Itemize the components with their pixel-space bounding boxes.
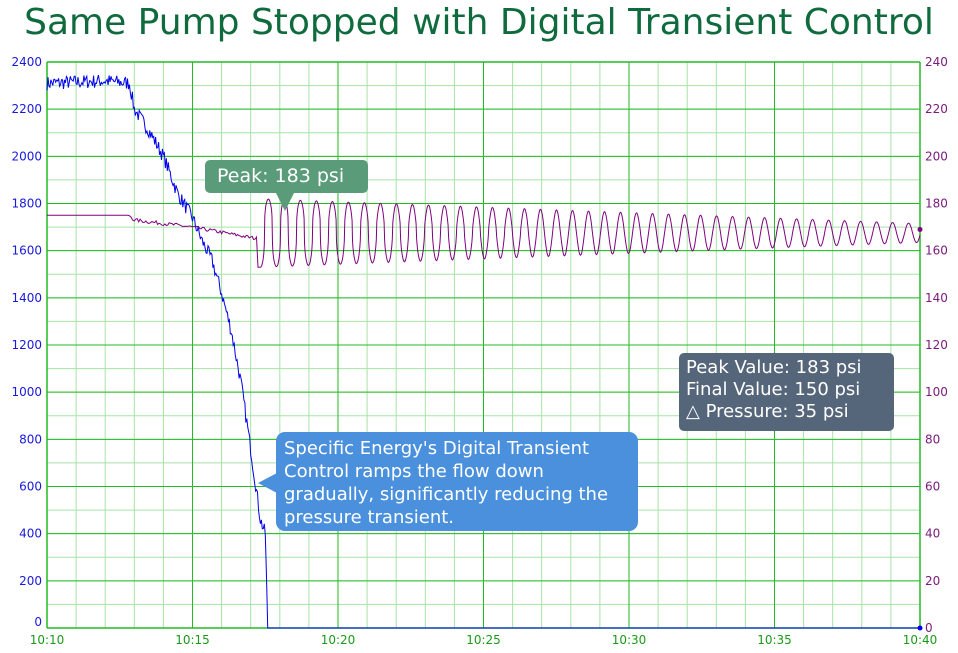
- y-left-tick-label: 400: [19, 527, 42, 541]
- peak-callout: Peak: 183 psi: [205, 160, 368, 193]
- y-right-tick-label: 220: [925, 102, 948, 116]
- y-left-tick-label: 1000: [11, 385, 42, 399]
- y-left-tick-label: 2200: [11, 102, 42, 116]
- pressure-series-end-marker: [917, 226, 923, 232]
- y-left-tick-label: 2000: [11, 149, 42, 163]
- y-right-tick-label: 180: [925, 197, 948, 211]
- chart-title: Same Pump Stopped with Digital Transient…: [24, 2, 934, 43]
- x-tick-label: 10:40: [903, 633, 938, 647]
- x-tick-label: 10:20: [321, 633, 356, 647]
- chart-grid: [46, 61, 921, 629]
- y-left-tick-label: 1800: [11, 197, 42, 211]
- x-tick-label: 10:30: [612, 633, 647, 647]
- y-left-tick-label: 800: [19, 432, 42, 446]
- y-right-tick-label: 0: [925, 621, 933, 635]
- y-left-tick-label: 200: [19, 574, 42, 588]
- y-right-tick-label: 20: [925, 574, 940, 588]
- stats-delta-pressure: △ Pressure: 35 psi: [686, 401, 849, 422]
- x-tick-label: 10:15: [175, 633, 210, 647]
- y-right-tick-label: 80: [925, 432, 940, 446]
- x-tick-label: 10:25: [466, 633, 501, 647]
- energy-callout-pointer: [258, 473, 277, 493]
- y-right-tick-label: 200: [925, 149, 948, 163]
- y-left-tick-label: 2400: [11, 55, 42, 69]
- chart-ticks: 0200400600800100012001400160018002000220…: [11, 55, 947, 647]
- peak-callout-pointer: [276, 193, 294, 211]
- flow-series-line: [46, 74, 920, 629]
- y-right-tick-label: 100: [925, 385, 948, 399]
- y-right-tick-label: 60: [925, 480, 940, 494]
- chart-lines: [46, 74, 923, 631]
- y-right-tick-label: 120: [925, 338, 948, 352]
- y-right-tick-label: 40: [925, 527, 940, 541]
- y-right-tick-label: 140: [925, 291, 948, 305]
- y-left-tick-label: 1400: [11, 291, 42, 305]
- y-left-tick-label: 1600: [11, 244, 42, 258]
- y-left-tick-label: 600: [19, 480, 42, 494]
- x-tick-label: 10:35: [757, 633, 792, 647]
- y-right-tick-label: 240: [925, 55, 948, 69]
- pressure-series-line: [47, 198, 921, 268]
- y-left-tick-label: 1200: [11, 338, 42, 352]
- flow-series-end-marker: [917, 625, 923, 631]
- y-left-tick-label: 0: [34, 615, 42, 629]
- stats-final-value: Final Value: 150 psi: [686, 379, 861, 400]
- x-tick-label: 10:10: [30, 633, 65, 647]
- stats-peak-value: Peak Value: 183 psi: [686, 357, 862, 378]
- stats-box: Peak Value: 183 psi Final Value: 150 psi…: [679, 353, 894, 431]
- energy-callout: Specific Energy's Digital Transient Cont…: [276, 432, 638, 531]
- y-right-tick-label: 160: [925, 244, 948, 258]
